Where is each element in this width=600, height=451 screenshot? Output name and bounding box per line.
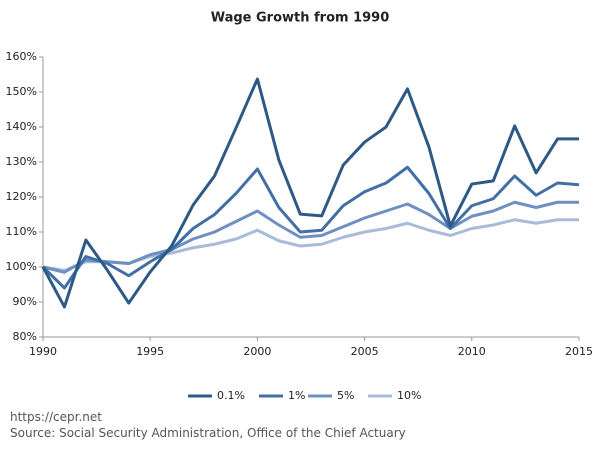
y-tick-label: 140% — [6, 120, 37, 133]
y-tick-label: 120% — [6, 190, 37, 203]
chart-title: Wage Growth from 1990 — [211, 11, 390, 26]
y-tick-label: 160% — [6, 50, 37, 63]
y-tick-label: 110% — [6, 225, 37, 238]
x-tick-label: 1990 — [29, 345, 57, 358]
y-tick-label: 130% — [6, 155, 37, 168]
legend-label: 10% — [397, 389, 421, 402]
series-line — [42, 200, 579, 274]
x-tick-label: 2005 — [351, 345, 379, 358]
y-tick-label: 80% — [13, 330, 37, 343]
y-tick-label: 100% — [6, 260, 37, 273]
y-tick-label: 150% — [6, 85, 37, 98]
x-tick-label: 2010 — [458, 345, 486, 358]
series-line — [41, 165, 580, 290]
legend-label: 5% — [337, 389, 354, 402]
series-line — [41, 77, 579, 309]
source-url: https://cepr.net — [10, 410, 102, 424]
legend-label: 0.1% — [217, 389, 245, 402]
y-tick-label: 90% — [13, 295, 37, 308]
x-tick-label: 2015 — [565, 345, 593, 358]
legend-label: 1% — [288, 389, 305, 402]
x-tick-label: 2000 — [243, 345, 271, 358]
source: Source: Social Security Administration, … — [10, 426, 406, 440]
x-tick-label: 1995 — [136, 345, 164, 358]
